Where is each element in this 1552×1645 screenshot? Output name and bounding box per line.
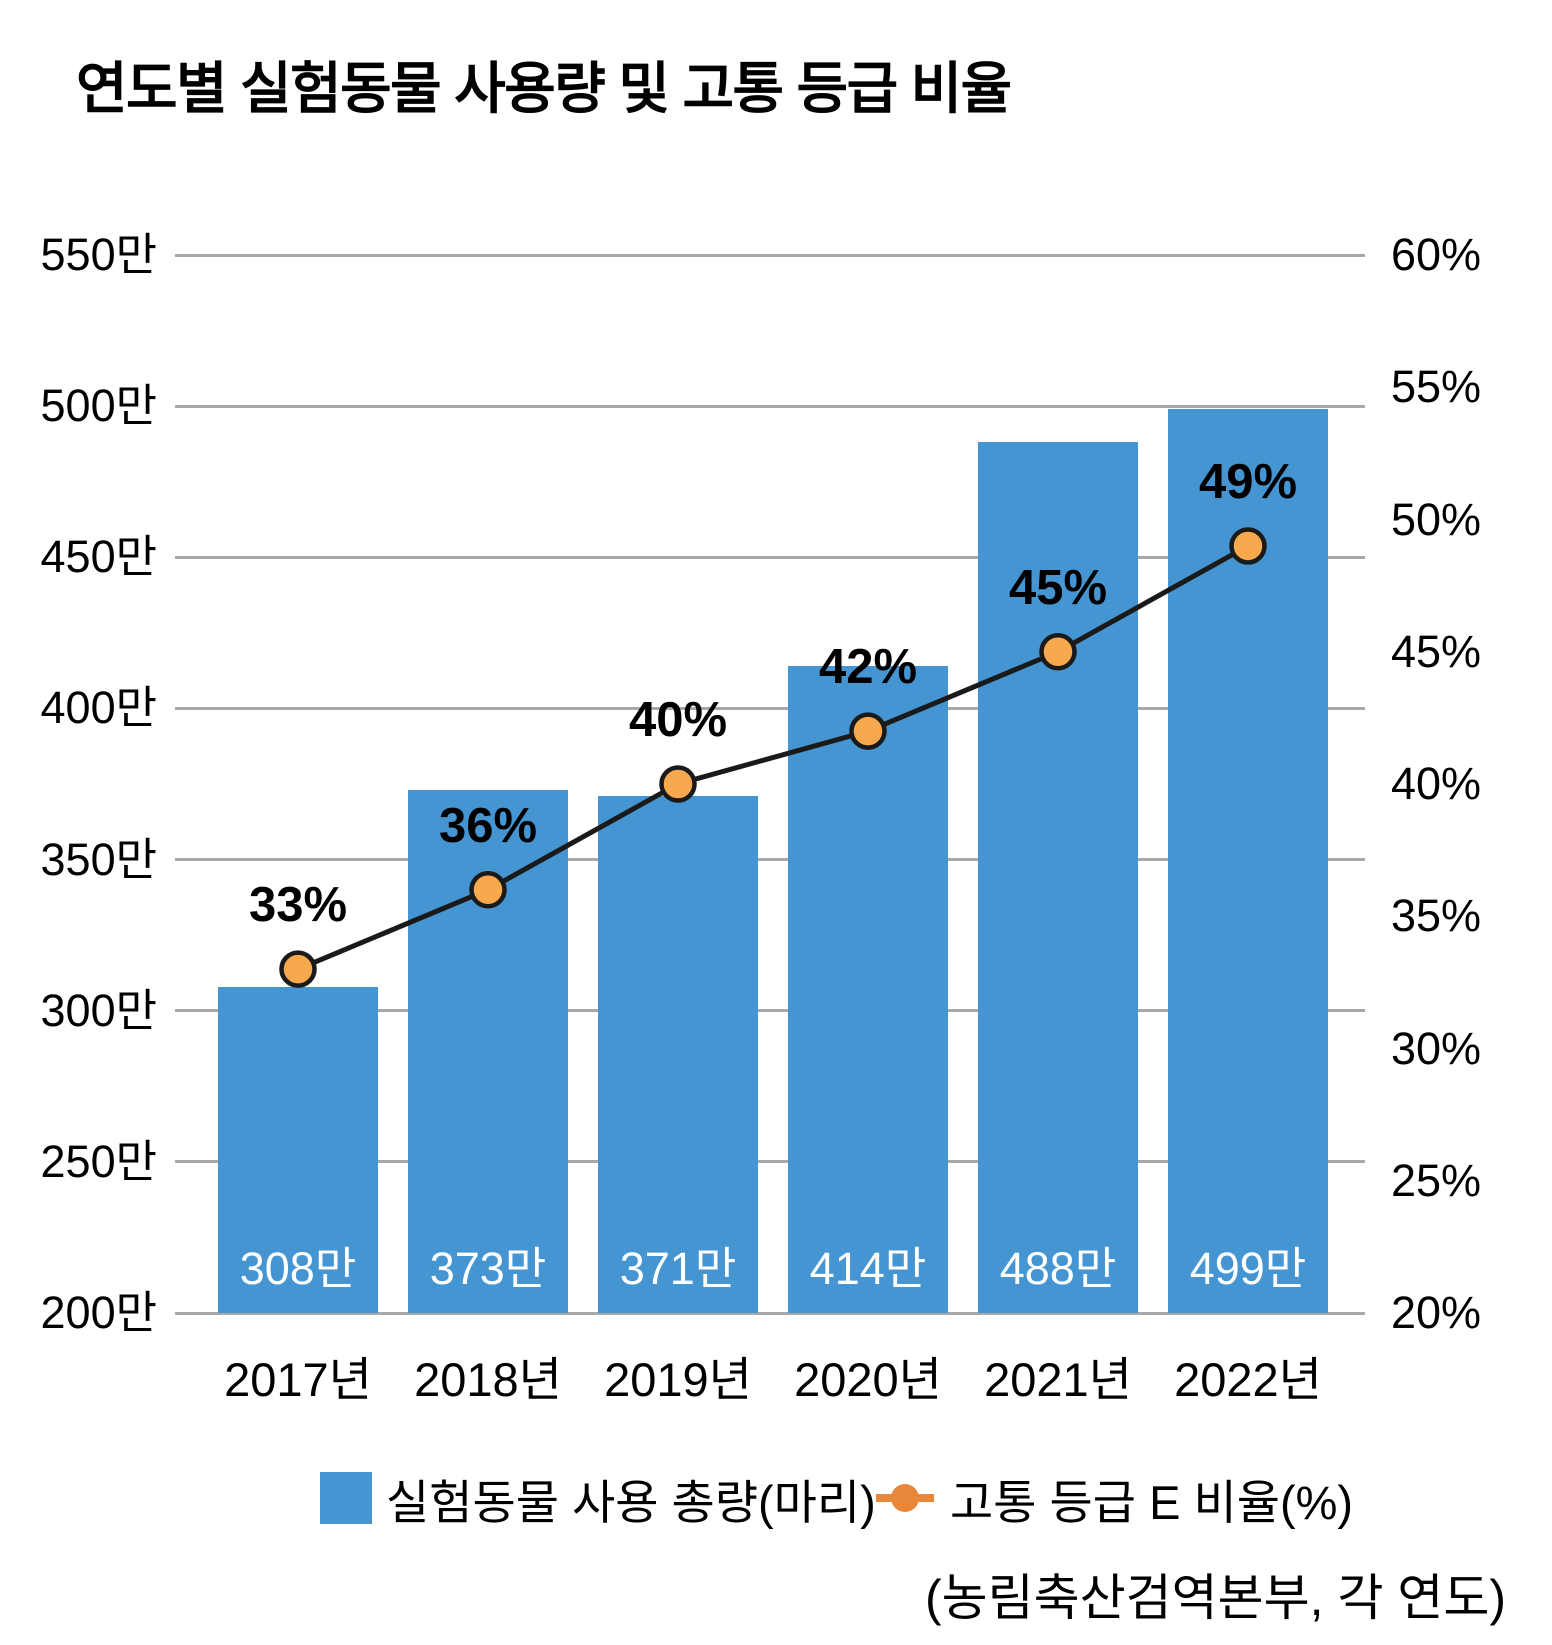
line-marker-icon bbox=[849, 712, 887, 750]
left-axis-tick-label: 250만 bbox=[40, 1135, 157, 1187]
line-path bbox=[297, 543, 1250, 972]
plot-area: 550만 500만 450만 400만 350만 300만 250만 200만 60% 55% 50… bbox=[41, 229, 1482, 1406]
bar-series-label: 실험동물 사용 총량(마리) bbox=[386, 1475, 876, 1529]
right-axis-tick-label: 60% bbox=[1391, 229, 1482, 280]
line-point-label: 49% bbox=[1198, 454, 1298, 509]
bar-value-label: 488만 bbox=[999, 1242, 1117, 1294]
line-series-marker-icon bbox=[876, 1468, 934, 1528]
bar-series-swatch bbox=[320, 1472, 372, 1524]
line-marker-icon bbox=[659, 765, 697, 803]
line-point-label: 45% bbox=[1008, 560, 1108, 615]
gridline bbox=[175, 404, 1365, 408]
left-axis-tick-label: 400만 bbox=[40, 682, 157, 734]
gridline bbox=[175, 706, 1365, 710]
bar-2020년: 414만 bbox=[788, 666, 948, 1313]
line-series-label: 고통 등급 E 비율(%) bbox=[950, 1475, 1354, 1529]
line-marker-icon bbox=[1229, 527, 1267, 565]
bar-2019년: 371만 bbox=[598, 796, 758, 1313]
right-axis-tick-label: 25% bbox=[1391, 1154, 1482, 1206]
left-axis-tick-label: 300만 bbox=[40, 984, 157, 1036]
gridline bbox=[175, 555, 1365, 559]
x-axis-label-2018년: 2018년 bbox=[414, 1353, 562, 1406]
left-axis-tick-label: 550만 bbox=[40, 229, 157, 280]
bar-value-label: 499만 bbox=[1189, 1242, 1307, 1294]
left-axis-tick-label: 450만 bbox=[40, 531, 157, 583]
right-axis-tick-label: 45% bbox=[1391, 625, 1482, 677]
bar-2017년: 308만 bbox=[218, 986, 378, 1313]
bar-value-label: 373만 bbox=[429, 1242, 547, 1294]
bar-value-label: 414만 bbox=[809, 1242, 927, 1294]
right-axis-tick-label: 20% bbox=[1391, 1287, 1482, 1338]
line-marker-icon bbox=[1039, 633, 1077, 671]
line-series-dot-swatch bbox=[891, 1484, 919, 1512]
legend-item-line-series: 고통 등급 E 비율(%) bbox=[876, 1468, 1353, 1529]
line-marker-icon bbox=[469, 871, 507, 909]
gridline bbox=[175, 1160, 1365, 1164]
line-marker-icon bbox=[279, 950, 317, 988]
gridline bbox=[175, 1009, 1365, 1013]
source-note: (농림축산검역본부, 각 연도) bbox=[925, 1570, 1506, 1626]
chart-title: 연도별 실험동물 사용량 및 고통 등급 비율 bbox=[76, 57, 1012, 120]
x-axis-label-2020년: 2020년 bbox=[794, 1353, 942, 1406]
right-axis-tick-label: 35% bbox=[1391, 890, 1482, 942]
gridline bbox=[175, 253, 1365, 257]
gridline bbox=[175, 1311, 1365, 1315]
line-point-label: 33% bbox=[248, 878, 348, 933]
right-axis-tick-label: 30% bbox=[1391, 1022, 1482, 1074]
left-axis-tick-label: 350만 bbox=[40, 833, 157, 885]
x-axis-label-2021년: 2021년 bbox=[984, 1353, 1132, 1406]
line-point-label: 36% bbox=[438, 798, 538, 853]
x-axis-label-2022년: 2022년 bbox=[1174, 1353, 1322, 1406]
legend: 실험동물 사용 총량(마리) 고통 등급 E 비율(%) bbox=[0, 1468, 1552, 1529]
left-axis-tick-label: 500만 bbox=[40, 380, 157, 432]
bar-value-label: 308만 bbox=[239, 1242, 357, 1294]
line-point-label: 40% bbox=[628, 693, 728, 747]
left-axis-tick-label: 200만 bbox=[40, 1287, 157, 1338]
right-axis-tick-label: 50% bbox=[1391, 493, 1482, 545]
legend-item-bar-series: 실험동물 사용 총량(마리) bbox=[320, 1468, 876, 1529]
gridline bbox=[175, 858, 1365, 862]
right-axis-tick-label: 40% bbox=[1391, 758, 1482, 809]
bar-2021년: 488만 bbox=[978, 442, 1138, 1313]
x-axis-label-2019년: 2019년 bbox=[604, 1353, 752, 1406]
bar-value-label: 371만 bbox=[619, 1242, 737, 1294]
line-point-label: 42% bbox=[818, 640, 918, 695]
right-axis-tick-label: 55% bbox=[1391, 361, 1482, 413]
x-axis-label-2017년: 2017년 bbox=[224, 1353, 372, 1406]
line-series bbox=[279, 527, 1267, 988]
